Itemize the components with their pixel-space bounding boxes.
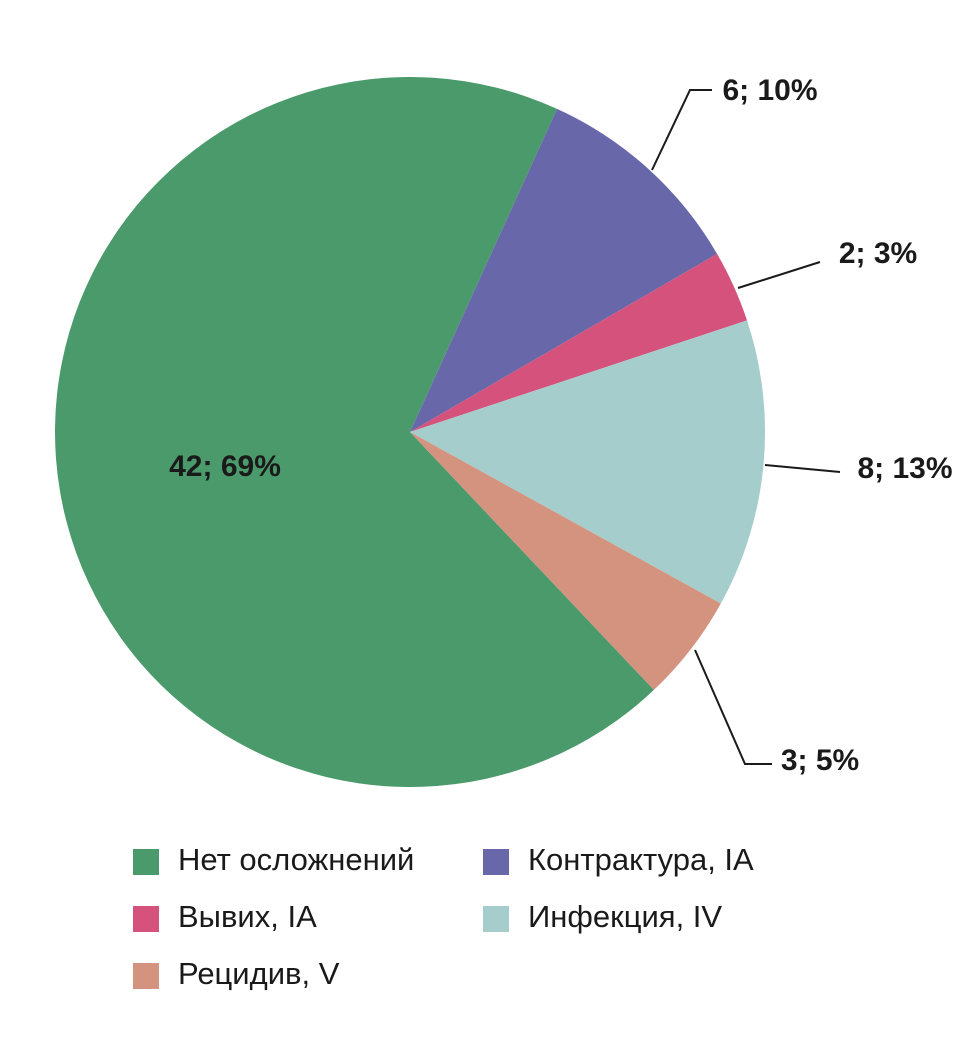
legend-label: Рецидив, V xyxy=(178,956,340,991)
pie-slice xyxy=(410,108,718,433)
leader-line xyxy=(764,464,841,473)
data-label: 8; 13% xyxy=(857,452,952,485)
pie-slice xyxy=(55,77,654,788)
leader-line xyxy=(651,89,712,171)
pie-slice xyxy=(410,253,748,432)
data-label: 6; 10% xyxy=(722,74,817,107)
pie-slice xyxy=(410,320,766,604)
legend-label: Инфекция, IV xyxy=(528,899,722,934)
legend-swatch xyxy=(133,849,159,875)
legend-swatch xyxy=(483,849,509,875)
legend-label: Нет осложнений xyxy=(178,842,414,877)
legend-swatch xyxy=(483,906,509,932)
data-label: 42; 69% xyxy=(169,450,281,483)
legend-label: Контрактура, IA xyxy=(528,842,754,877)
legend-swatch xyxy=(133,963,159,989)
leader-line xyxy=(737,261,821,289)
data-label: 2; 3% xyxy=(839,237,917,270)
data-label: 3; 5% xyxy=(781,744,859,777)
leader-line xyxy=(694,649,772,765)
legend-label: Вывих, IA xyxy=(178,899,317,934)
legend-swatch xyxy=(133,906,159,932)
pie-slice xyxy=(410,432,721,690)
